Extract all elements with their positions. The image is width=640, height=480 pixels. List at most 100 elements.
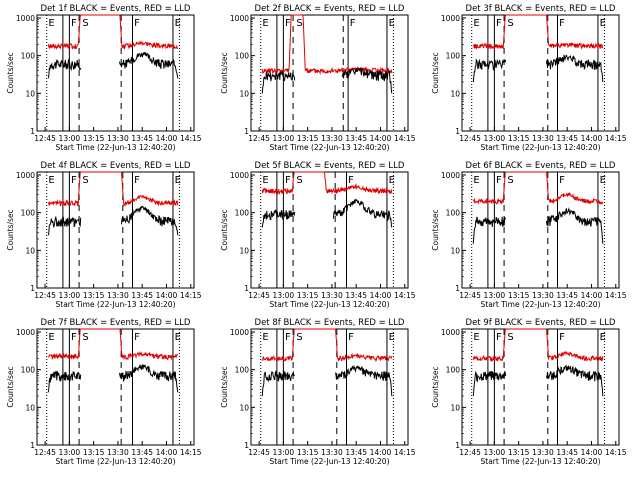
events-series-line [119, 364, 179, 393]
y-tick-label: 1 [455, 441, 460, 450]
x-tick-label: 13:30 [532, 448, 554, 457]
y-tick-label: 1 [455, 127, 460, 136]
x-tick-label: 13:45 [131, 448, 153, 457]
interval-label: F [496, 18, 502, 29]
x-tick-label: 12:45 [248, 291, 270, 300]
y-tick-label: 1 [244, 284, 249, 293]
x-tick-label: 14:00 [581, 448, 603, 457]
interval-label: E [600, 175, 606, 186]
plot-frame [461, 328, 620, 446]
panel-title: Det 1f BLACK = Events, RED = LLD [41, 4, 191, 14]
interval-label: E [48, 18, 54, 29]
interval-label: E [389, 18, 395, 29]
events-series-line [546, 54, 604, 83]
lld-series-line [47, 14, 179, 51]
lld-series-line [261, 171, 393, 196]
x-axis-label: Start Time (22-Jun-13 12:40:20) [270, 457, 390, 466]
panel-title: Det 4f BLACK = Events, RED = LLD [41, 161, 191, 171]
y-tick-label: 1000 [441, 328, 460, 337]
y-tick-label: 10 [25, 246, 35, 255]
x-tick-label: 13:30 [321, 448, 343, 457]
x-tick-label: 14:15 [180, 448, 202, 457]
plot-frame [250, 328, 409, 446]
x-axis-label: Start Time (22-Jun-13 12:40:20) [270, 143, 390, 152]
y-tick-label: 1 [30, 441, 35, 450]
interval-label: S [296, 18, 302, 29]
events-series-line [261, 369, 295, 397]
y-tick-label: 10 [239, 246, 249, 255]
interval-label: S [82, 18, 88, 29]
plot-frame [461, 14, 620, 132]
x-tick-label: 12:45 [34, 448, 56, 457]
x-tick-label: 13:45 [556, 134, 578, 143]
x-tick-label: 13:15 [508, 448, 530, 457]
y-tick-label: 1000 [16, 171, 35, 180]
panel-3: Det 3f BLACK = Events, RED = LLD 1 10 100 10… [431, 4, 627, 152]
x-axis-label: Start Time (22-Jun-13 12:40:20) [56, 457, 176, 466]
panel-2: Det 2f BLACK = Events, RED = LLD 1 10 100 10… [220, 4, 416, 152]
interval-label: E [600, 18, 606, 29]
x-tick-label: 13:30 [107, 448, 129, 457]
interval-label: F [71, 18, 77, 29]
interval-label: F [559, 175, 565, 186]
interval-label: F [348, 332, 354, 343]
y-axis-label: Counts/sec [220, 52, 229, 93]
x-axis-label: Start Time (22-Jun-13 12:40:20) [56, 143, 176, 152]
x-tick-label: 14:15 [180, 291, 202, 300]
lld-series-line [261, 328, 393, 363]
y-tick-label: 10 [450, 246, 460, 255]
x-axis-label: Start Time (22-Jun-13 12:40:20) [56, 300, 176, 309]
y-tick-label: 1 [455, 284, 460, 293]
events-series-line [47, 215, 82, 236]
interval-label: E [262, 332, 268, 343]
x-tick-label: 13:45 [345, 448, 367, 457]
panel-title: Det 9f BLACK = Events, RED = LLD [466, 318, 616, 328]
panel-title: Det 3f BLACK = Events, RED = LLD [466, 4, 616, 14]
interval-label: S [507, 175, 513, 186]
interval-label: S [296, 332, 302, 343]
y-tick-label: 10 [450, 89, 460, 98]
panel-4: Det 4f BLACK = Events, RED = LLD 1 10 100 10… [6, 161, 202, 309]
interval-label: F [71, 332, 77, 343]
y-axis-label: Counts/sec [220, 366, 229, 407]
interval-label: E [389, 175, 395, 186]
interval-label: E [175, 18, 181, 29]
y-tick-label: 10 [25, 89, 35, 98]
y-tick-label: 1000 [441, 14, 460, 23]
x-tick-label: 14:00 [370, 291, 392, 300]
x-tick-label: 13:45 [131, 291, 153, 300]
events-series-line [546, 364, 604, 397]
events-series-line [472, 216, 507, 244]
x-tick-label: 14:15 [605, 448, 627, 457]
plot-frame [36, 328, 195, 446]
events-series-line [335, 364, 393, 397]
interval-label: F [285, 332, 291, 343]
lld-series-line [48, 328, 179, 361]
y-tick-label: 100 [446, 209, 461, 218]
y-axis-label: Counts/sec [6, 209, 15, 250]
x-tick-label: 14:15 [394, 448, 416, 457]
interval-label: S [507, 332, 513, 343]
interval-label: E [473, 175, 479, 186]
interval-label: F [134, 175, 140, 186]
x-tick-label: 13:15 [508, 291, 530, 300]
x-tick-label: 13:30 [321, 291, 343, 300]
y-tick-label: 1 [244, 441, 249, 450]
x-tick-label: 12:45 [459, 448, 481, 457]
y-tick-label: 100 [21, 366, 36, 375]
y-tick-label: 1000 [441, 171, 460, 180]
x-tick-label: 13:00 [273, 134, 295, 143]
interval-label: F [350, 18, 356, 29]
panel-title: Det 7f BLACK = Events, RED = LLD [41, 318, 191, 328]
plot-frame [250, 14, 409, 132]
y-axis-label: Counts/sec [431, 52, 440, 93]
plot-frame [36, 14, 195, 132]
x-tick-label: 14:00 [370, 134, 392, 143]
interval-label: S [82, 332, 88, 343]
x-tick-label: 13:30 [532, 291, 554, 300]
interval-label: E [262, 175, 268, 186]
x-tick-label: 13:00 [59, 291, 81, 300]
y-tick-label: 10 [239, 89, 249, 98]
interval-label: S [507, 18, 513, 29]
